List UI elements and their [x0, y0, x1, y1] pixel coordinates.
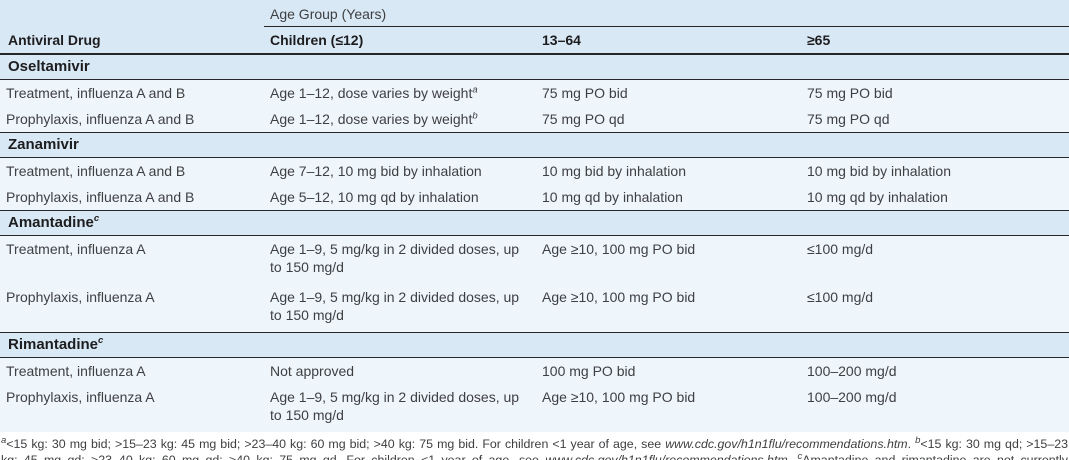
- footnote-text-b: <15 kg: 30 mg qd; >15–23 kg: 45 mg qd; >…: [1, 437, 1069, 460]
- children-dose-cell: Age 5–12, 10 mg qd by inhalation: [264, 184, 536, 211]
- row-label-cell: Prophylaxis, influenza A: [0, 384, 264, 432]
- column-header-antiviral-drug: Antiviral Drug: [0, 26, 264, 55]
- children-dose-cell: Age 7–12, 10 mg bid by inhalation: [264, 157, 536, 184]
- footnote-url-a: www.cdc.gov/h1n1flu/recommendations.htm: [665, 437, 908, 451]
- section-header-amantadine: Amantadinec: [0, 210, 1069, 236]
- footnote-sup-a: a: [1, 434, 7, 446]
- footnote-marker-c: c: [93, 213, 100, 224]
- age-group-header: Age Group (Years): [264, 0, 1069, 27]
- footnote-marker-c: c: [98, 335, 104, 346]
- footnote-text-a: <15 kg: 30 mg bid; >15–23 kg: 45 mg bid;…: [6, 437, 666, 451]
- mid-age-dose-cell: 75 mg PO qd: [536, 106, 801, 133]
- header-spacer-cell: [0, 0, 264, 27]
- children-dose-cell: Age 1–9, 5 mg/kg in 2 divided doses, up …: [264, 235, 536, 284]
- children-dose-cell: Age 1–9, 5 mg/kg in 2 divided doses, up …: [264, 384, 536, 432]
- footnote-url-b: www.cdc.gov/h1n1flu/recommendations.htm: [545, 452, 788, 460]
- senior-dose-cell: 100–200 mg/d: [801, 357, 1069, 384]
- senior-dose-cell: 75 mg PO qd: [801, 106, 1069, 133]
- drug-name: Zanamivir: [0, 132, 1069, 158]
- senior-dose-cell: 10 mg bid by inhalation: [801, 157, 1069, 184]
- drug-name-text: Zanamivir: [8, 136, 79, 153]
- section-header-zanamivir: Zanamivir: [0, 132, 1069, 158]
- senior-dose-cell: ≤100 mg/d: [801, 235, 1069, 284]
- dosage-row-amantadine-treatment: Treatment, influenza A Age 1–9, 5 mg/kg …: [0, 235, 1069, 284]
- footnote-marker-b: b: [472, 110, 478, 122]
- mid-age-dose-cell: 10 mg bid by inhalation: [536, 157, 801, 184]
- children-dose-text: Age 1–12, dose varies by weight: [270, 111, 473, 127]
- children-dose-cell: Age 1–9, 5 mg/kg in 2 divided doses, up …: [264, 284, 536, 333]
- dosage-row-oseltamivir-prophylaxis: Prophylaxis, influenza A and B Age 1–12,…: [0, 106, 1069, 133]
- column-header-65plus: ≥65: [801, 26, 1069, 55]
- antiviral-dosage-table: Age Group (Years) Antiviral Drug Childre…: [0, 0, 1069, 432]
- mid-age-dose-cell: 100 mg PO bid: [536, 357, 801, 384]
- children-dose-cell: Age 1–12, dose varies by weightb: [264, 106, 536, 133]
- row-label-cell: Treatment, influenza A and B: [0, 79, 264, 106]
- age-group-header-row: Age Group (Years): [0, 0, 1069, 27]
- footnote-dot-a: .: [907, 437, 916, 451]
- drug-name-text: Amantadine: [8, 214, 94, 231]
- mid-age-dose-cell: 10 mg qd by inhalation: [536, 184, 801, 211]
- row-label-cell: Treatment, influenza A and B: [0, 157, 264, 184]
- dosage-row-rimantadine-treatment: Treatment, influenza A Not approved 100 …: [0, 357, 1069, 384]
- footnote-text-c: Amantadine and rimantadine are not curre…: [802, 452, 1068, 460]
- dosage-row-rimantadine-prophylaxis: Prophylaxis, influenza A Age 1–9, 5 mg/k…: [0, 384, 1069, 432]
- dosage-row-zanamivir-prophylaxis: Prophylaxis, influenza A and B Age 5–12,…: [0, 184, 1069, 211]
- senior-dose-cell: ≤100 mg/d: [801, 284, 1069, 333]
- drug-name: Amantadinec: [0, 210, 1069, 236]
- senior-dose-cell: 10 mg qd by inhalation: [801, 184, 1069, 211]
- children-dose-cell: Age 1–12, dose varies by weighta: [264, 79, 536, 106]
- senior-dose-cell: 75 mg PO bid: [801, 79, 1069, 106]
- children-dose-cell: Not approved: [264, 357, 536, 384]
- section-header-rimantadine: Rimantadinec: [0, 332, 1069, 358]
- mid-age-dose-cell: 75 mg PO bid: [536, 79, 801, 106]
- row-label-cell: Prophylaxis, influenza A: [0, 284, 264, 333]
- drug-name-text: Rimantadine: [8, 336, 99, 353]
- mid-age-dose-cell: Age ≥10, 100 mg PO bid: [536, 284, 801, 333]
- mid-age-dose-cell: Age ≥10, 100 mg PO bid: [536, 384, 801, 432]
- row-label-cell: Prophylaxis, influenza A and B: [0, 184, 264, 211]
- drug-name-text: Oseltamivir: [8, 58, 90, 75]
- row-label-cell: Prophylaxis, influenza A and B: [0, 106, 264, 133]
- dosage-row-oseltamivir-treatment: Treatment, influenza A and B Age 1–12, d…: [0, 79, 1069, 106]
- column-header-children: Children (≤12): [264, 26, 536, 55]
- column-header-row: Antiviral Drug Children (≤12) 13–64 ≥65: [0, 26, 1069, 55]
- row-label-cell: Treatment, influenza A: [0, 357, 264, 384]
- footnote-marker-a: a: [472, 84, 478, 96]
- table-footnote: a<15 kg: 30 mg bid; >15–23 kg: 45 mg bid…: [0, 432, 1069, 460]
- senior-dose-cell: 100–200 mg/d: [801, 384, 1069, 432]
- mid-age-dose-cell: Age ≥10, 100 mg PO bid: [536, 235, 801, 284]
- column-header-13-64: 13–64: [536, 26, 801, 55]
- drug-name: Oseltamivir: [0, 53, 1069, 80]
- children-dose-text: Age 1–12, dose varies by weight: [270, 85, 473, 101]
- footnote-dot-b: .: [787, 452, 798, 460]
- dosage-row-zanamivir-treatment: Treatment, influenza A and B Age 7–12, 1…: [0, 157, 1069, 184]
- dosage-row-amantadine-prophylaxis: Prophylaxis, influenza A Age 1–9, 5 mg/k…: [0, 284, 1069, 333]
- row-label-cell: Treatment, influenza A: [0, 235, 264, 284]
- section-header-oseltamivir: Oseltamivir: [0, 53, 1069, 80]
- footnote-sup-c: c: [797, 450, 803, 460]
- footnote-sup-b: b: [915, 434, 921, 446]
- drug-name: Rimantadinec: [0, 332, 1069, 358]
